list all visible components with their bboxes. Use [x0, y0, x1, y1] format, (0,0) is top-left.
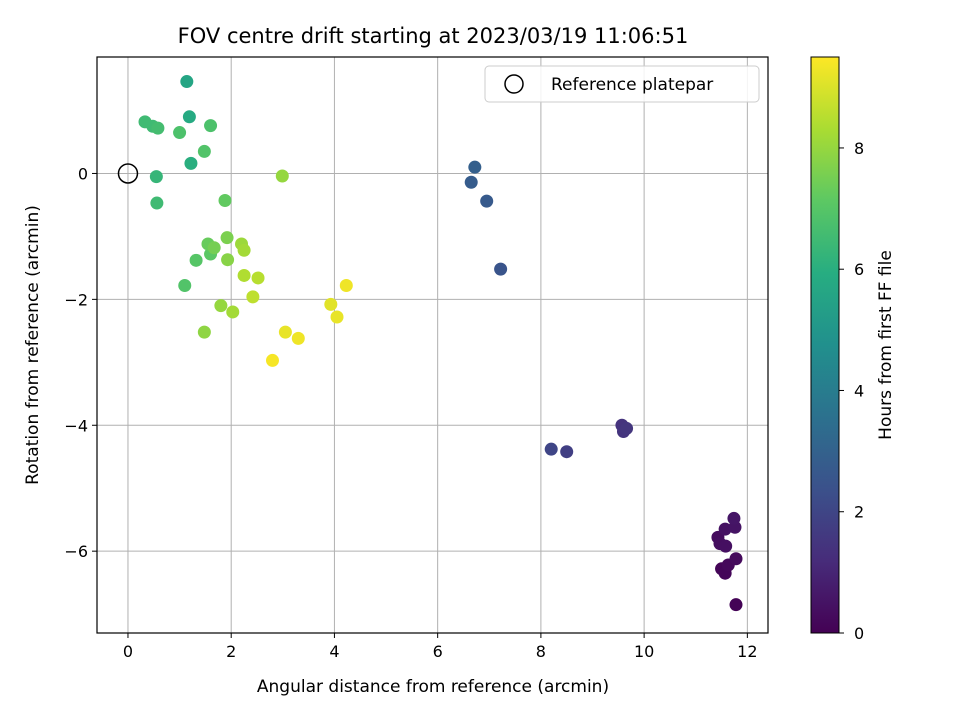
colorbar-label: Hours from first FF file — [876, 250, 896, 440]
data-point — [207, 241, 221, 255]
x-tick-label: 8 — [536, 642, 546, 661]
data-point — [150, 196, 164, 210]
data-point — [275, 169, 289, 183]
data-point — [151, 121, 165, 135]
data-point — [180, 75, 194, 89]
y-axis-ticks: −6 −4 −2 0 — [64, 164, 97, 561]
data-point — [727, 511, 741, 525]
data-point — [291, 331, 305, 345]
legend-entry-reference-platepar: Reference platepar — [551, 75, 713, 95]
data-point — [265, 353, 279, 367]
chart-title: FOV centre drift starting at 2023/03/19 … — [178, 24, 689, 48]
colorbar-tick-label: 2 — [854, 503, 864, 522]
data-point — [237, 243, 251, 257]
data-point — [178, 279, 192, 293]
y-tick-label: 0 — [78, 164, 88, 183]
data-point — [246, 290, 260, 304]
data-point — [173, 126, 187, 140]
data-point — [464, 175, 478, 189]
plot-area — [96, 56, 769, 634]
data-point — [718, 522, 732, 536]
colorbar-tick-label: 8 — [854, 139, 864, 158]
data-point — [237, 268, 251, 282]
colorbar-tick-label: 0 — [854, 624, 864, 643]
data-point — [719, 539, 733, 553]
data-point — [729, 598, 743, 612]
data-point — [204, 119, 218, 133]
data-point — [729, 552, 743, 566]
colorbar-tick-label: 6 — [854, 260, 864, 279]
x-axis-ticks: 0 2 4 6 8 10 12 — [123, 633, 758, 661]
data-point — [278, 325, 292, 339]
data-point — [620, 421, 634, 435]
data-point — [494, 262, 508, 276]
x-tick-label: 0 — [123, 642, 133, 661]
data-point — [189, 253, 203, 267]
data-point — [197, 144, 211, 158]
data-point — [330, 310, 344, 324]
data-point — [251, 271, 265, 285]
x-tick-label: 4 — [329, 642, 339, 661]
data-points — [138, 75, 743, 612]
data-point — [182, 110, 196, 124]
x-tick-label: 10 — [634, 642, 654, 661]
data-point — [480, 194, 494, 208]
x-tick-label: 6 — [433, 642, 443, 661]
colorbar-gradient — [810, 56, 840, 634]
colorbar-tick-label: 4 — [854, 381, 864, 400]
x-axis-label: Angular distance from reference (arcmin) — [257, 677, 609, 697]
legend-box — [484, 65, 760, 103]
x-tick-label: 2 — [226, 642, 236, 661]
data-point — [220, 231, 234, 245]
data-point — [339, 279, 353, 293]
y-axis-label: Rotation from reference (arcmin) — [23, 205, 43, 485]
colorbar-ticks: 0 2 4 6 8 — [839, 139, 864, 643]
x-tick-label: 12 — [737, 642, 757, 661]
data-point — [324, 297, 338, 311]
data-point — [214, 299, 228, 313]
data-point — [184, 156, 198, 170]
data-point — [149, 170, 163, 184]
grid — [97, 57, 768, 633]
legend-marker-icon — [504, 74, 524, 94]
reference-marker-layer — [117, 163, 139, 184]
data-point — [544, 442, 558, 456]
data-point — [221, 253, 235, 267]
data-point — [197, 325, 211, 339]
data-point — [560, 445, 574, 459]
y-tick-label: −2 — [64, 290, 88, 309]
data-point — [218, 194, 232, 208]
colorbar: 0 2 4 6 8 Hours from first FF file — [810, 56, 896, 643]
data-point — [226, 305, 240, 319]
y-tick-label: −4 — [64, 416, 88, 435]
data-point — [468, 160, 482, 174]
y-tick-label: −6 — [64, 542, 88, 561]
reference-platepar-marker — [117, 163, 139, 184]
axes-frame — [96, 56, 769, 634]
legend: Reference platepar — [484, 65, 760, 103]
